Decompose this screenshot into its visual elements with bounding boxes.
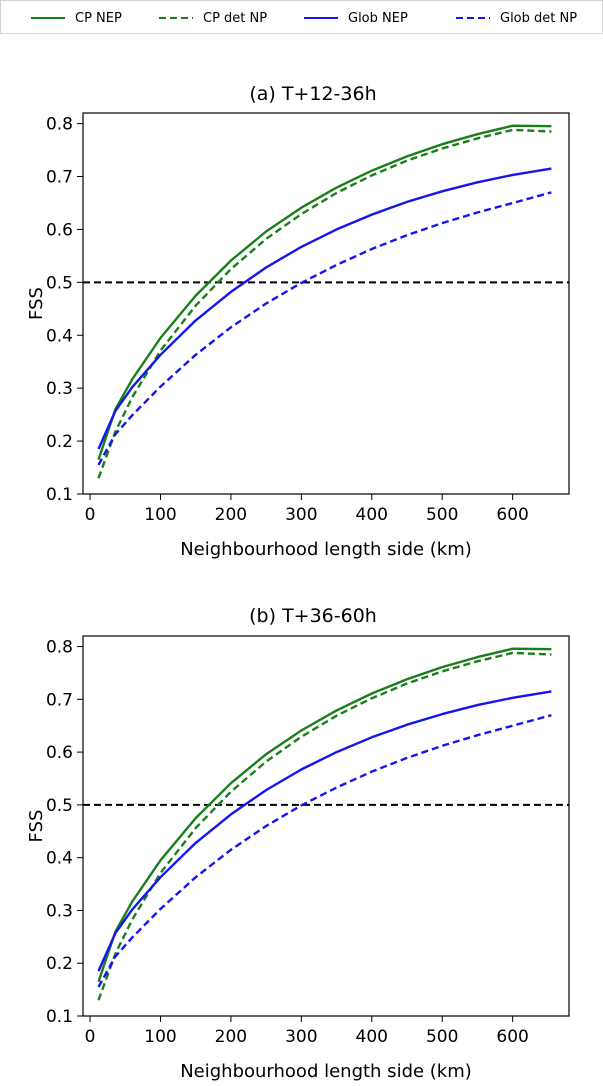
series-line-glob-nep <box>97 167 552 450</box>
x-tick-label: 500 <box>426 505 458 525</box>
y-tick-label: 0.6 <box>46 220 73 240</box>
chart-panel-a: (a) T+12-36h 0 100 200 300 400 500 600 0.1 0.2 0.… <box>26 83 570 560</box>
legend: CP NEP CP det NP Glob NEP Glob det NP <box>0 0 603 34</box>
y-axis-label: FSS <box>26 287 47 320</box>
legend-entry-glob-det-np: Glob det NP <box>456 1 577 35</box>
y-tick-label: 0.5 <box>46 796 73 816</box>
x-tick-label: 0 <box>85 505 96 525</box>
x-tick-label: 600 <box>496 505 528 525</box>
y-axis-label: FSS <box>26 810 47 843</box>
x-tick-label: 200 <box>215 505 247 525</box>
legend-swatch-cp-det-np <box>159 17 193 19</box>
series-line-cp-det-np <box>97 651 552 1001</box>
y-tick-label: 0.8 <box>46 115 73 135</box>
series-line-glob-det-np <box>97 714 552 988</box>
legend-entry-cp-nep: CP NEP <box>31 1 122 35</box>
x-axis-label: Neighbourhood length side (km) <box>180 539 472 560</box>
series-line-cp-det-np <box>97 128 552 479</box>
legend-entry-cp-det-np: CP det NP <box>159 1 267 35</box>
y-tick-label: 0.4 <box>46 326 73 346</box>
y-tick-label: 0.7 <box>46 690 73 710</box>
x-tick-label: 500 <box>426 1027 458 1047</box>
legend-swatch-cp-nep <box>31 17 65 19</box>
plot-frame <box>82 112 570 495</box>
chart-title: (b) T+36-60h <box>249 605 377 627</box>
y-tick-label: 0.3 <box>46 379 73 399</box>
legend-swatch-glob-nep <box>304 17 338 19</box>
series-line-glob-det-np <box>97 191 552 466</box>
legend-label-glob-det-np: Glob det NP <box>500 10 578 26</box>
series-line-glob-nep <box>97 690 552 972</box>
x-tick-label: 100 <box>144 505 176 525</box>
chart-title: (a) T+12-36h <box>249 83 376 105</box>
legend-label-glob-nep: Glob NEP <box>348 10 408 26</box>
x-tick-label: 600 <box>496 1027 528 1047</box>
legend-label-cp-nep: CP NEP <box>75 10 122 26</box>
y-tick-label: 0.7 <box>46 168 73 188</box>
x-tick-label: 300 <box>285 1027 317 1047</box>
legend-swatch-glob-det-np <box>456 17 490 19</box>
x-axis-label: Neighbourhood length side (km) <box>180 1061 472 1082</box>
chart-panel-b: (b) T+36-60h 0 100 200 300 400 500 600 0.1 0.2 0.… <box>26 605 570 1082</box>
series-line-cp-nep <box>97 124 552 460</box>
y-tick-label: 0.3 <box>46 901 73 921</box>
y-tick-label: 0.2 <box>46 432 73 452</box>
y-tick-label: 0.6 <box>46 743 73 763</box>
x-tick-label: 100 <box>144 1027 176 1047</box>
x-tick-label: 200 <box>215 1027 247 1047</box>
series-line-cp-nep <box>97 647 552 983</box>
y-tick-label: 0.2 <box>46 954 73 974</box>
x-tick-label: 400 <box>356 1027 388 1047</box>
y-tick-label: 0.8 <box>46 638 73 658</box>
y-tick-label: 0.1 <box>46 1007 73 1027</box>
legend-label-cp-det-np: CP det NP <box>203 10 268 26</box>
x-tick-label: 0 <box>85 1027 96 1047</box>
plot-frame <box>82 635 570 1017</box>
x-tick-label: 400 <box>356 505 388 525</box>
legend-entry-glob-nep: Glob NEP <box>304 1 408 35</box>
y-tick-label: 0.5 <box>46 273 73 293</box>
x-tick-label: 300 <box>285 505 317 525</box>
y-tick-label: 0.1 <box>46 485 73 505</box>
y-tick-label: 0.4 <box>46 849 73 869</box>
